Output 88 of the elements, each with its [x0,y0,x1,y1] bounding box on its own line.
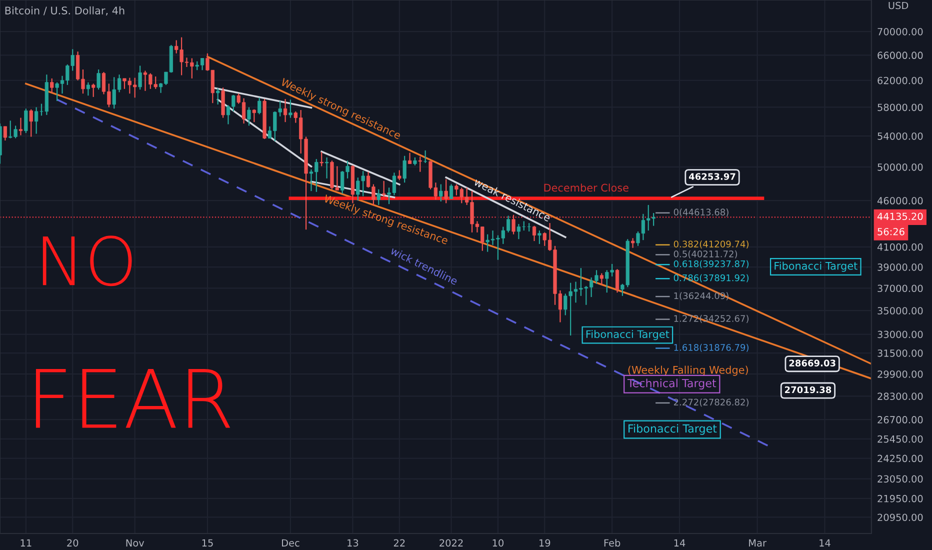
candlestick [258,97,262,115]
annotation: 0.5(40211.72) [674,250,737,258]
text: USD [888,2,908,10]
y-tick-label: 23050.00 [878,475,923,483]
annotation: 27019.38 [784,386,832,394]
candlestick [86,82,90,96]
annotation: December Close [544,184,628,192]
annotation: FEAR [36,368,230,428]
y-tick-label: 35000.00 [878,307,923,314]
candlestick [382,180,386,198]
candlestick [516,223,521,240]
candlestick [3,126,8,142]
candlestick [96,68,100,90]
x-tick-label: 11 [20,539,32,546]
candlestick [320,151,324,167]
y-tick-label: 70000.00 [878,28,923,36]
x-tick-label: 14 [674,539,686,546]
candlestick [600,272,604,286]
candlestick [50,78,54,94]
candlestick [444,178,448,204]
x-tick-label: 20 [67,539,78,547]
y-tick-label: 50000.00 [878,163,923,171]
candlestick [92,83,96,98]
candlestick [18,117,23,136]
y-tick-label: 20950.00 [878,514,923,522]
x-tick-label: Dec [282,539,300,547]
y-tick-label: 26700.00 [878,416,923,424]
candlestick [29,108,33,138]
annotation: 0.382(41209.74) [674,240,748,249]
x-tick-label: 2022 [440,539,463,547]
candlestick [449,184,454,200]
x-tick-label: 22 [394,539,405,546]
candlestick [34,106,38,134]
candlestick [402,155,406,184]
candlestick [615,268,620,294]
candlestick [538,230,542,245]
annotation: (Weekly Falling Wedge) [628,366,748,376]
x-tick-label: 10 [492,539,504,547]
y-tick-label: 66000.00 [878,52,923,60]
candlestick [247,106,251,126]
candlestick [324,156,329,179]
y-tick-label: 28300.00 [878,392,923,400]
candlestick [398,170,402,181]
y-tick-label: 21950.00 [878,494,923,502]
y-tick-label: 62000.00 [878,76,923,84]
x-tick-label: Mar [749,539,766,547]
x-tick-label: Feb [604,539,620,547]
candlestick [216,88,220,106]
text: Bitcoin / U.S. Dollar, 4h [5,6,124,16]
annotation: 2.272(27826.82) [674,398,748,407]
y-tick-label: 24250.00 [878,454,923,462]
candlestick [631,238,635,248]
candlestick [532,225,536,242]
y-tick-label: 25450.00 [878,435,923,443]
x-tick-label: 15 [202,539,213,547]
annotation: Fibonacci Target [586,330,670,340]
y-tick-label: 31500.00 [878,349,923,357]
annotation: Fibonacci Target [774,262,858,272]
x-tick-label: 14 [820,539,830,546]
annotation: 1.618(31876.79) [674,344,748,352]
annotation: 0.618(39237.87) [674,260,748,268]
candlestick [418,156,422,172]
candlestick [288,99,292,118]
annotation: Technical Target [627,378,716,390]
candlestick [376,188,380,206]
x-tick-label: Nov [126,539,144,547]
text: 56:26 [878,228,904,236]
y-tick-label: 46000.00 [877,197,923,204]
y-tick-label: 54000.00 [878,132,923,140]
annotation: NO [42,236,132,286]
annotation: Fibonacci Target [628,424,717,435]
candlestick [408,152,412,164]
y-tick-label: 29900.00 [878,370,923,378]
y-tick-label: 37000.00 [878,284,923,292]
annotation: 46253.97 [688,173,736,180]
y-tick-label: 41000.00 [877,243,923,251]
x-tick-label: 19 [540,539,550,547]
y-tick-label: 58000.00 [878,104,923,112]
x-tick-label: 13 [348,539,358,547]
annotation: 0(44613.68) [674,208,728,217]
candlestick [24,108,28,134]
ref-line-label: 44135.20 [877,212,923,220]
candlestick [439,184,443,202]
y-tick-label: 33000.00 [878,330,923,338]
candlestick [138,65,142,90]
candlestick [252,108,256,123]
annotation: 28669.03 [789,360,836,366]
y-tick-label: 39000.00 [878,264,923,271]
